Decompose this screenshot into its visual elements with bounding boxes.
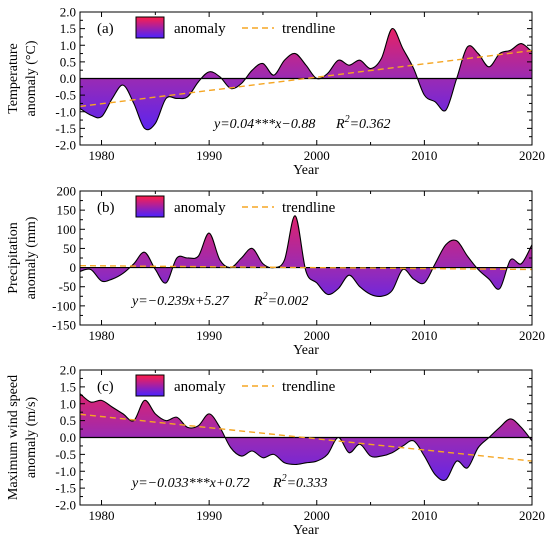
y-tick-label: -50	[59, 279, 76, 294]
anomaly-area-negative	[80, 437, 532, 481]
legend-anomaly-label: anomaly	[174, 379, 226, 395]
anomaly-area-positive	[80, 393, 532, 438]
x-tick-label: 2010	[411, 148, 437, 163]
x-tick-label: 2020	[519, 148, 545, 163]
x-tick-label: 1990	[196, 148, 222, 163]
regression-equation: y=−0.033***x+0.72	[130, 476, 250, 491]
x-tick-label: 1980	[89, 508, 115, 523]
panel-1: -2.0 -1.5 -1.0-0.5 0.0 0.51.0 1.52.0 1980 1990 2…	[6, 5, 545, 179]
r-squared-superscript: 2	[345, 114, 350, 125]
y-axis-label-line1: Precipitation	[6, 222, 21, 294]
anomaly-area-negative	[80, 267, 508, 297]
y-tick-label: -2.0	[55, 138, 76, 153]
r-squared-superscript: 2	[282, 473, 287, 484]
x-tick-label: 2010	[411, 328, 437, 343]
y-tick-label: 1.5	[60, 21, 76, 36]
y-tick-label: 150	[57, 203, 77, 218]
x-axis-label: Year	[293, 163, 319, 178]
y-tick-label: -1.0	[55, 464, 76, 479]
y-tick-label: -0.5	[55, 88, 76, 103]
y-tick-label: 50	[63, 241, 76, 256]
y-tick-label: -1.5	[55, 121, 76, 136]
y-tick-label: 2.0	[60, 5, 76, 20]
trendline	[80, 413, 532, 462]
y-tick-label: 0.0	[60, 71, 76, 86]
r-squared-value: =0.002	[268, 294, 309, 309]
x-tick-label: 1980	[89, 328, 115, 343]
legend-trendline-label: trendline	[282, 379, 336, 395]
r-squared-symbol: R	[253, 294, 263, 309]
r-squared-symbol: R	[272, 476, 282, 491]
x-tick-label: 2000	[304, 328, 330, 343]
x-tick-label: 2000	[304, 148, 330, 163]
x-tick-label: 1980	[89, 148, 115, 163]
panel-label: (c)	[97, 379, 114, 395]
panel-label: (b)	[97, 200, 115, 216]
regression-equation: y=−0.239x+5.27	[130, 294, 230, 309]
y-tick-label: -150	[52, 318, 76, 333]
x-tick-label: 2000	[304, 508, 330, 523]
x-tick-label: 1990	[196, 328, 222, 343]
r-squared-value: =0.333	[287, 476, 328, 491]
y-tick-label: 0.5	[60, 54, 76, 69]
r-squared-superscript: 2	[263, 291, 268, 302]
y-tick-label: 1.0	[60, 38, 76, 53]
y-axis-label-line2: anomaly (m/s)	[24, 397, 39, 479]
r-squared: R2=0.002	[253, 291, 309, 309]
panel-3: -2.0 -1.5 -1.0 -0.5 0.0 0.5 1.0 1.52.0 1980 1990 2…	[6, 363, 545, 539]
y-axis-label-line2: anomaly (mm)	[24, 216, 39, 299]
r-squared: R2=0.333	[272, 473, 328, 491]
y-tick-label: -0.5	[55, 447, 76, 462]
y-tick-label: 200	[57, 184, 77, 199]
r-squared-symbol: R	[335, 117, 345, 132]
panel-2: -150 -100 -50 0 50 100 150 200 1980 1990 2000 2010 2…	[6, 184, 545, 359]
legend-anomaly-label: anomaly	[174, 200, 226, 216]
x-tick-label: 1990	[196, 508, 222, 523]
x-axis-label: Year	[293, 523, 319, 538]
y-tick-label: -100	[52, 298, 76, 313]
y-tick-label: 0.0	[60, 430, 76, 445]
y-tick-label: -1.5	[55, 481, 76, 496]
anomaly-curve	[80, 215, 532, 298]
y-tick-label: 2.0	[60, 363, 76, 378]
x-axis-label: Year	[293, 343, 319, 358]
legend-trendline-label: trendline	[282, 21, 336, 37]
anomaly-area-negative	[80, 78, 532, 130]
y-axis-label-line1: Temperature	[6, 43, 21, 114]
trendline	[80, 264, 532, 271]
y-tick-label: 100	[57, 222, 77, 237]
anomaly-area-positive	[80, 28, 532, 79]
legend-anomaly-label: anomaly	[174, 21, 226, 37]
r-squared-value: =0.362	[350, 117, 391, 132]
y-tick-label: 1.5	[60, 379, 76, 394]
y-axis-label-line1: Maximum wind speed	[6, 375, 21, 500]
x-tick-label: 2020	[519, 328, 545, 343]
legend-trendline-label: trendline	[282, 200, 336, 216]
anomaly-curve	[80, 393, 532, 481]
legend-anomaly-swatch	[135, 374, 165, 397]
regression-equation: y=0.04***x−0.88	[212, 117, 315, 132]
trendline	[80, 49, 532, 108]
x-tick-label: 2020	[519, 508, 545, 523]
y-tick-label: 0	[70, 260, 77, 275]
y-tick-label: 1.0	[60, 396, 76, 411]
y-axis-label-line2: anomaly (°C)	[24, 40, 39, 116]
r-squared: R2=0.362	[335, 114, 391, 132]
legend-anomaly-swatch	[135, 16, 165, 39]
legend-anomaly-swatch	[135, 195, 165, 218]
panel-label: (a)	[97, 21, 114, 37]
x-tick-label: 2010	[411, 508, 437, 523]
y-tick-label: -1.0	[55, 104, 76, 119]
y-tick-label: 0.5	[60, 413, 76, 428]
y-tick-label: -2.0	[55, 498, 76, 513]
